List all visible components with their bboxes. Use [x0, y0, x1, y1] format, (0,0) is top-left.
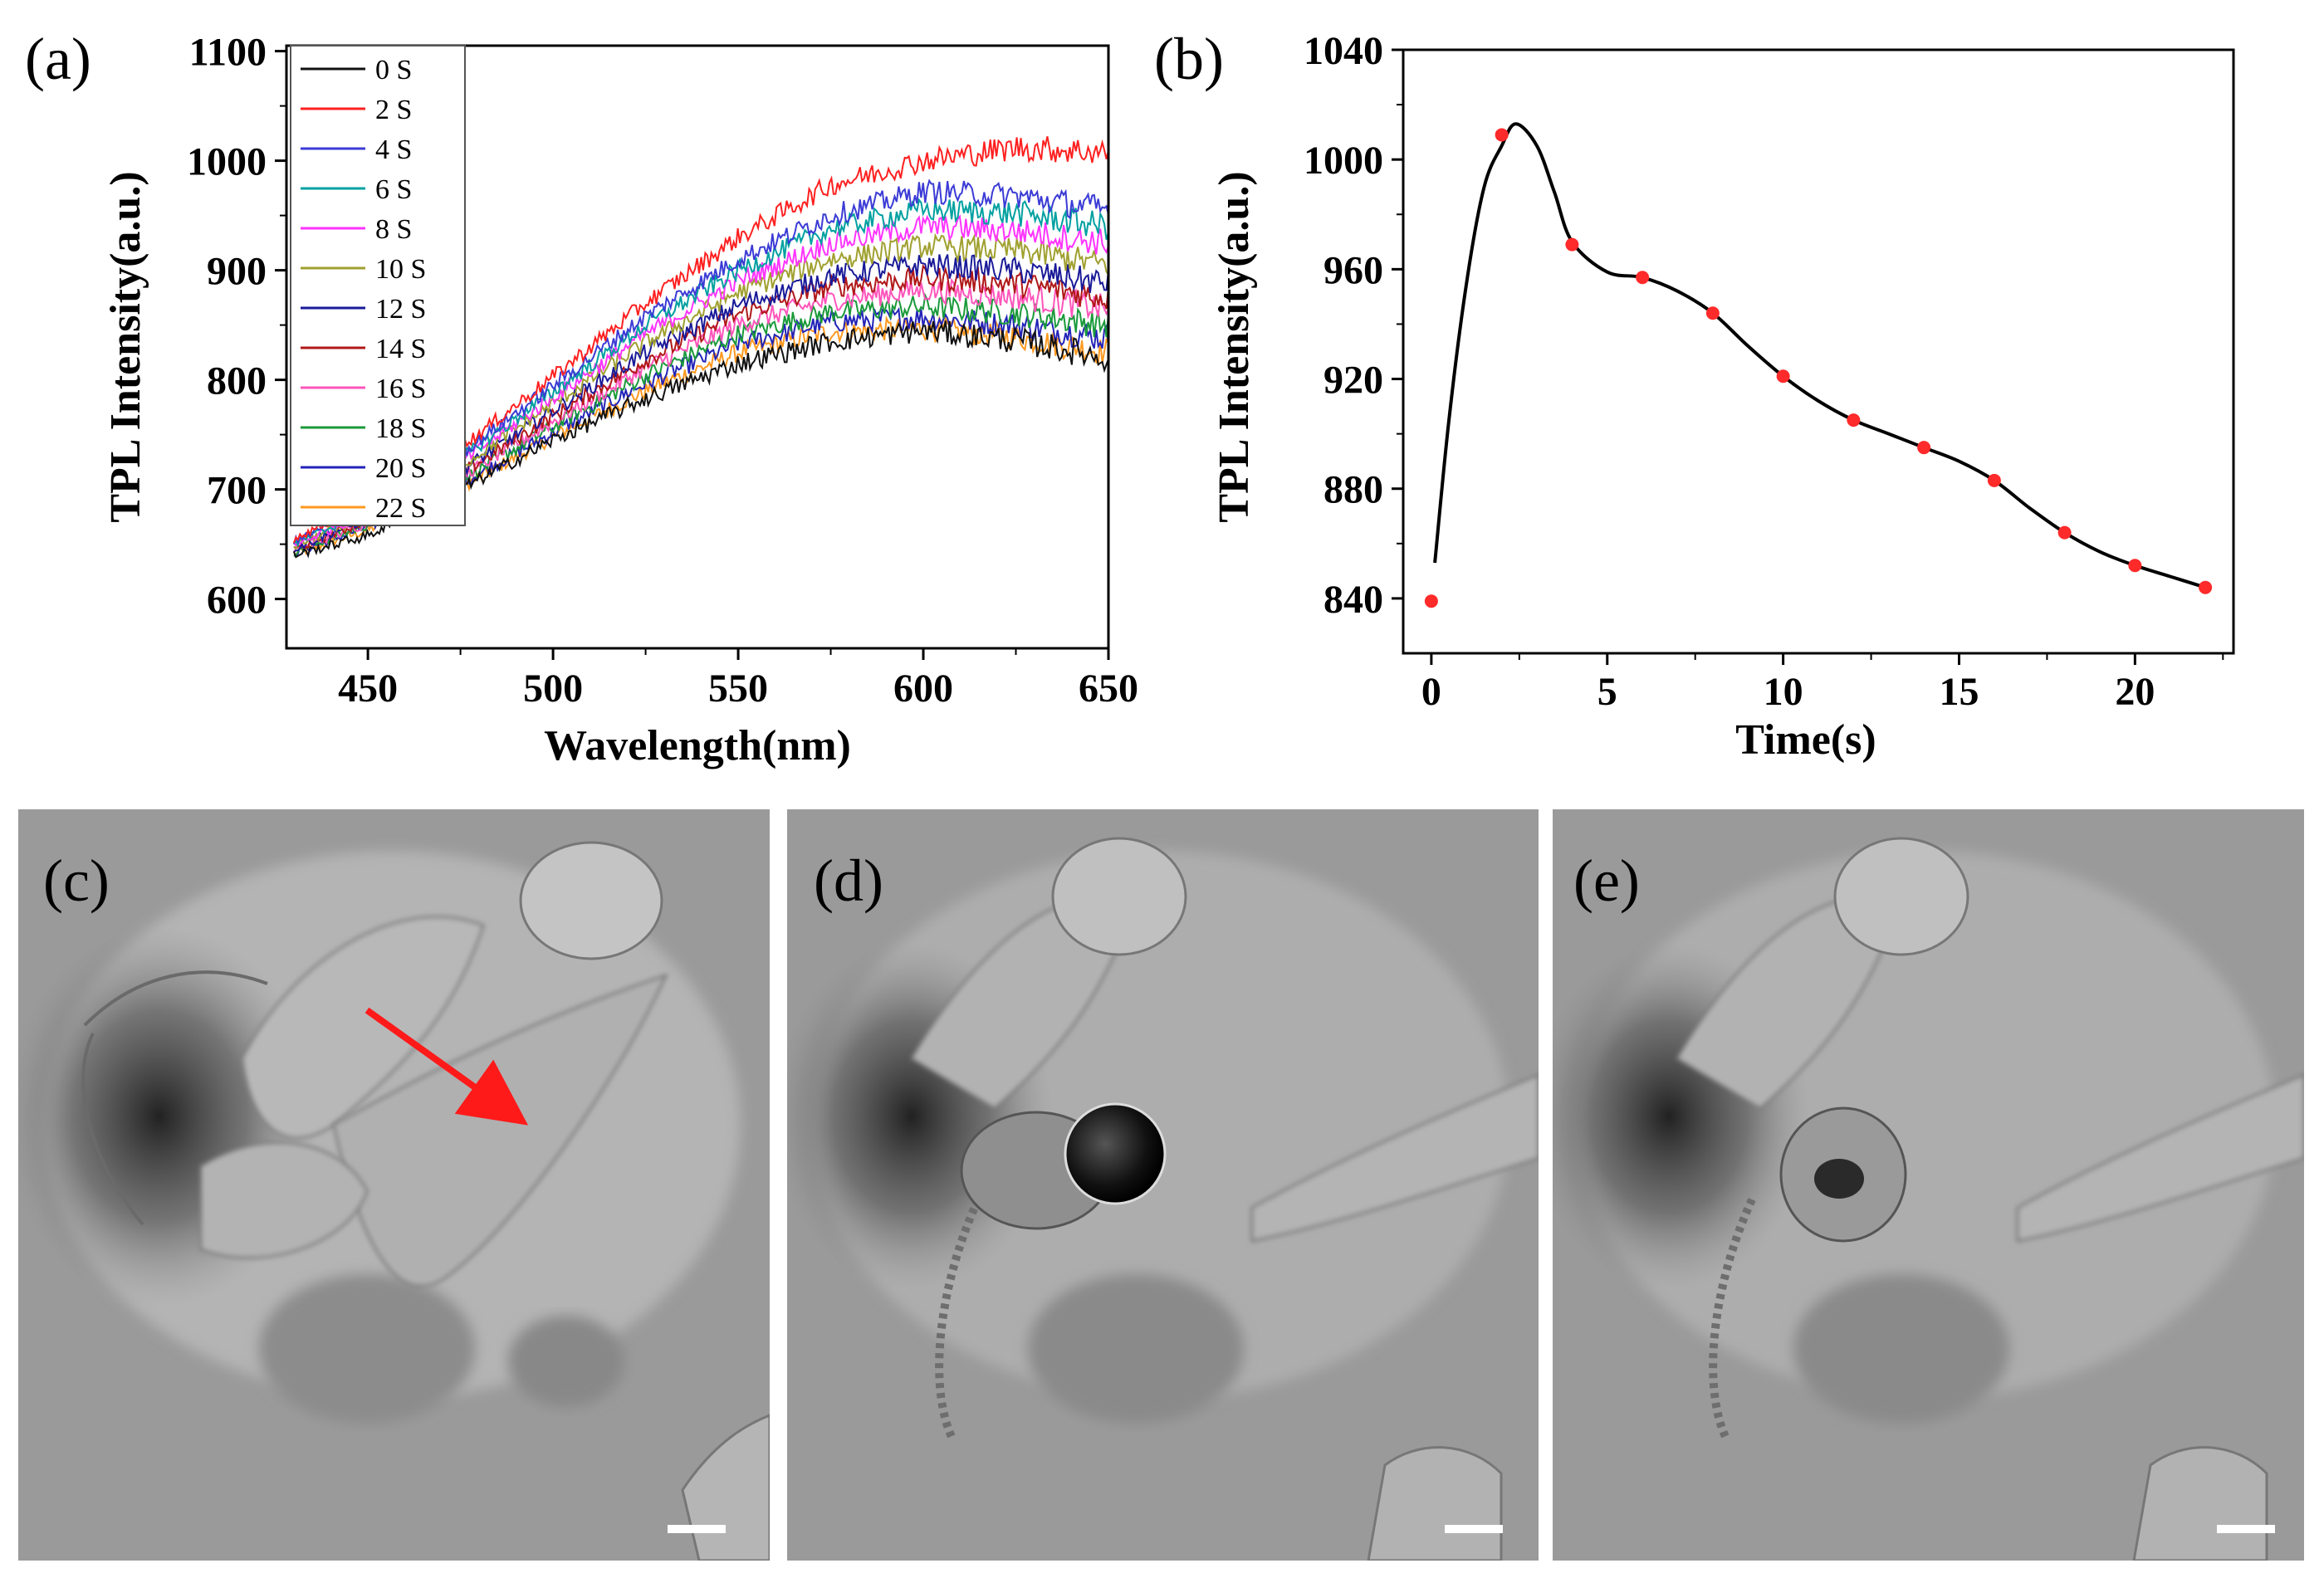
micrograph-e: (e) [1553, 809, 2304, 1561]
data-point [2057, 525, 2072, 540]
legend-label: 20 S [375, 453, 426, 484]
chart-b-x-ticks: 0 5 10 15 20 [1421, 653, 2224, 714]
round-cell [1051, 837, 1187, 956]
chart-b: (b) 0 5 10 15 20 840 880 920 960 1000 1040 Time(s… [1154, 26, 2235, 764]
chart-b-xlabel: Time(s) [1735, 716, 1876, 764]
y-tick-label: 880 [1323, 468, 1383, 512]
y-tick-label: 840 [1323, 578, 1383, 622]
y-tick-label: 1000 [1304, 139, 1383, 183]
chart-b-plot-area [1424, 122, 2213, 608]
x-tick-label: 450 [338, 667, 398, 711]
shadow-region [508, 1316, 624, 1407]
legend-label: 10 S [375, 254, 426, 285]
cell-body [199, 1141, 369, 1259]
y-tick-label: 600 [207, 579, 267, 623]
legend-label: 4 S [375, 134, 412, 165]
chart-a-frame [285, 44, 1110, 650]
cell-edge [83, 970, 268, 1027]
cell-body [1250, 1073, 1539, 1243]
x-tick-label: 600 [893, 667, 953, 711]
x-tick-label: 500 [523, 667, 583, 711]
data-point [1776, 369, 1790, 383]
legend-label: 12 S [375, 294, 426, 325]
cell-process [1709, 1197, 1756, 1443]
data-point [1987, 473, 2001, 487]
legend-box [290, 45, 466, 526]
cell-body [2016, 1073, 2304, 1243]
y-tick-label: 1040 [1304, 29, 1383, 73]
panel-d-label: (d) [814, 848, 883, 914]
chart-a-ylabel: TPL Intensity(a.u.) [102, 171, 149, 522]
legend-label: 8 S [375, 214, 412, 245]
cell-body [332, 973, 668, 1287]
y-tick-label: 960 [1323, 248, 1383, 292]
round-cell [519, 841, 663, 960]
micrograph-c: (c) [18, 809, 770, 1561]
microbead [1064, 1102, 1167, 1205]
x-tick-label: 5 [1597, 670, 1617, 714]
legend-label: 2 S [375, 95, 412, 125]
shadow-region [259, 1274, 475, 1424]
shadow-region [1028, 1274, 1244, 1424]
panel-a-label: (a) [25, 26, 91, 92]
scale-bar [2217, 1525, 2275, 1533]
cell-body [241, 916, 485, 1140]
y-tick-label: 1100 [189, 31, 267, 75]
legend-label: 18 S [375, 413, 426, 444]
y-tick-label: 920 [1323, 359, 1383, 403]
y-tick-label: 900 [207, 250, 267, 294]
scale-bar [1445, 1525, 1503, 1533]
data-point [2199, 580, 2213, 594]
chart-b-y-ticks: 840 880 920 960 1000 1040 [1304, 29, 1403, 622]
x-tick-label: 0 [1421, 670, 1441, 714]
x-tick-label: 20 [2115, 670, 2155, 714]
data-point [1495, 128, 1509, 142]
cell-body [681, 1414, 770, 1561]
x-tick-label: 650 [1079, 667, 1138, 711]
round-cell [1833, 837, 1969, 956]
fit-curve [1433, 122, 2206, 589]
y-tick-label: 1000 [187, 140, 267, 184]
legend-label: 16 S [375, 374, 426, 404]
red-arrow [365, 1007, 529, 1126]
chart-a-xlabel: Wavelength(nm) [544, 722, 851, 769]
legend-label: 6 S [375, 174, 412, 205]
cell-body [1367, 1446, 1503, 1561]
data-point [1565, 237, 1579, 252]
panel-e-label: (e) [1573, 848, 1640, 914]
cell-process [935, 1197, 982, 1443]
micrograph-d: (d) [787, 809, 1539, 1561]
cell-edge [81, 1033, 144, 1226]
x-tick-label: 550 [708, 667, 768, 711]
y-tick-label: 800 [207, 359, 267, 403]
data-point [1917, 441, 1931, 455]
chart-a-y-ticks: 600 700 800 900 1000 1100 [187, 31, 286, 623]
data-point [1636, 271, 1650, 285]
chart-b-frame [1402, 48, 2235, 655]
legend-label: 14 S [375, 334, 426, 364]
scale-bar [668, 1525, 726, 1533]
legend-label: 22 S [375, 493, 426, 524]
legend-label: 0 S [375, 55, 412, 85]
cell-body [2132, 1446, 2268, 1561]
panel-b-label: (b) [1154, 26, 1224, 92]
chart-a: (a) 450 500 550 600 650 600 700 800 900 1000 1100… [25, 26, 1138, 769]
shadow-region [1793, 1274, 2009, 1424]
x-tick-label: 10 [1764, 670, 1803, 714]
data-point [1424, 594, 1438, 608]
chart-b-ylabel: TPL Intensity(a.u.) [1211, 171, 1258, 522]
debris [1814, 1159, 1864, 1199]
y-tick-label: 700 [207, 469, 267, 513]
chart-a-legend: 0 S 2 S 4 S 6 S 8 S 10 S 12 S 14 S 16 S 18 S 20 S 2… [290, 45, 466, 526]
x-tick-label: 15 [1939, 670, 1979, 714]
data-point [2128, 559, 2142, 573]
chart-a-x-ticks: 450 500 550 600 650 [338, 648, 1138, 711]
panel-c-label: (c) [43, 848, 110, 914]
data-point [1705, 306, 1720, 320]
data-point [1847, 413, 1861, 427]
